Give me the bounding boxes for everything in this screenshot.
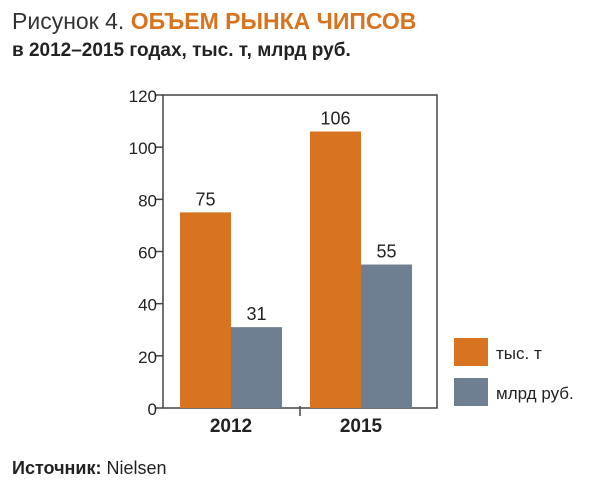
- figure-title-main: ОБЪЕМ РЫНКА ЧИПСОВ: [130, 8, 417, 34]
- data-label-2012-series-2: 31: [246, 304, 266, 324]
- y-tick-label-100: 100: [129, 139, 157, 158]
- x-tick-label-2015: 2015: [340, 416, 383, 437]
- source-value: Nielsen: [106, 458, 167, 478]
- bar-2012-series-1: [180, 212, 231, 408]
- data-label-2012-series-1: 75: [195, 189, 215, 209]
- bar-2015-series-1: [310, 131, 361, 408]
- x-tick-label-2012: 2012: [210, 416, 252, 437]
- bar-2012-series-2: [231, 327, 282, 408]
- y-tick-label-60: 60: [138, 244, 157, 263]
- data-label-2015-series-1: 106: [320, 109, 350, 129]
- figure-subtitle: в 2012–2015 годах, тыс. т, млрд руб.: [12, 40, 351, 61]
- source-note: Источник: Nielsen: [12, 458, 167, 479]
- y-tick-label-120: 120: [129, 87, 157, 106]
- data-label-2015-series-2: 55: [376, 242, 396, 262]
- legend-label-1: тыс. т: [496, 344, 542, 363]
- legend-swatch-1: [454, 338, 488, 366]
- figure-label: Рисунок 4.: [12, 8, 125, 34]
- y-tick-label-40: 40: [138, 296, 157, 315]
- legend-swatch-2: [454, 378, 488, 406]
- bar-2015-series-2: [361, 264, 412, 408]
- source-label: Источник:: [12, 458, 102, 478]
- y-tick-label-20: 20: [138, 348, 157, 367]
- figure-title: Рисунок 4. ОБЪЕМ РЫНКА ЧИПСОВ: [12, 8, 416, 35]
- y-tick-label-0: 0: [148, 400, 157, 419]
- legend-label-2: млрд руб.: [496, 384, 574, 403]
- y-tick-label-80: 80: [138, 191, 157, 210]
